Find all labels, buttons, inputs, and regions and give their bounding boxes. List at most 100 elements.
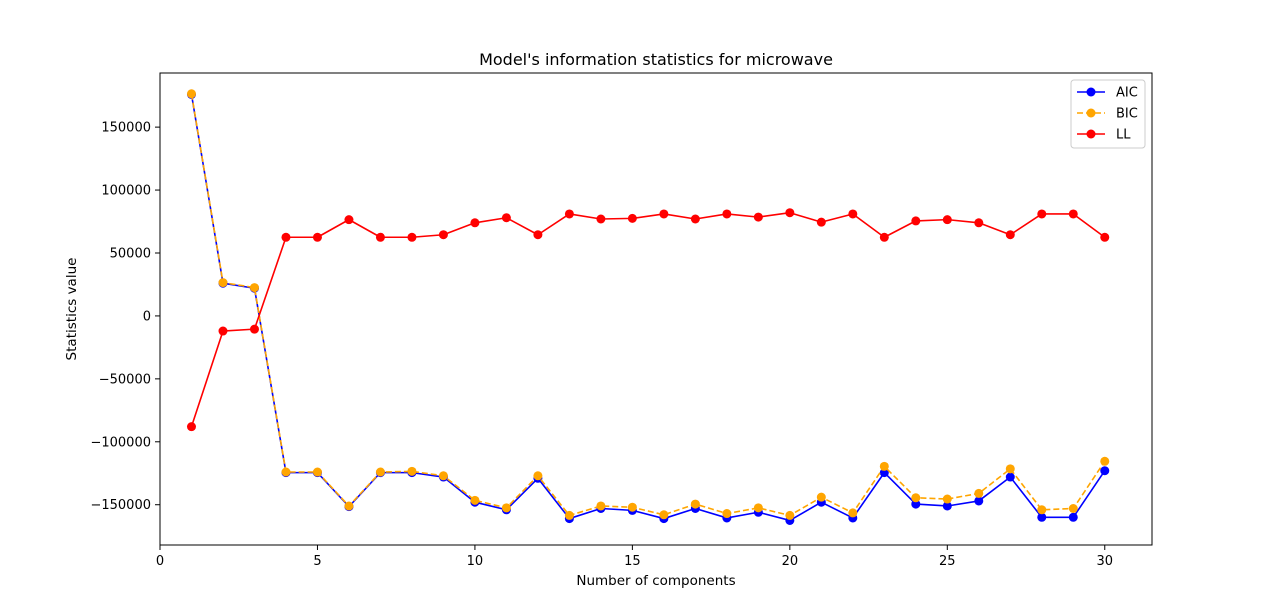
y-axis-label: Statistics value bbox=[64, 258, 80, 361]
data-point-bic bbox=[533, 471, 543, 481]
legend-item-bic: BIC bbox=[1077, 107, 1138, 122]
data-point-ll bbox=[470, 218, 480, 228]
x-tick-label: 10 bbox=[467, 554, 484, 569]
data-point-aic bbox=[1100, 466, 1110, 476]
data-point-ll bbox=[722, 209, 732, 219]
data-point-bic bbox=[1100, 456, 1110, 466]
data-point-ll bbox=[848, 209, 858, 219]
y-tick-label: 150000 bbox=[101, 121, 151, 136]
data-point-bic bbox=[1037, 505, 1047, 515]
data-point-bic bbox=[848, 508, 858, 518]
series-line-bic bbox=[190, 93, 1106, 517]
data-point-aic bbox=[911, 499, 921, 509]
y-tick-label: 0 bbox=[143, 309, 151, 324]
data-point-ll bbox=[375, 232, 385, 242]
legend-label: BIC bbox=[1116, 107, 1138, 122]
legend-label: LL bbox=[1116, 128, 1131, 143]
data-point-bic bbox=[501, 503, 511, 513]
data-point-ll bbox=[627, 213, 637, 223]
series-ll bbox=[186, 208, 1110, 432]
data-point-bic bbox=[407, 466, 417, 476]
data-point-bic bbox=[470, 495, 480, 505]
plot-frame bbox=[159, 72, 1153, 546]
x-tick-label: 5 bbox=[313, 554, 321, 569]
plot-area bbox=[159, 72, 1153, 546]
data-point-ll bbox=[659, 209, 669, 219]
data-point-bic bbox=[218, 278, 228, 288]
data-point-ll bbox=[281, 232, 291, 242]
data-point-bic bbox=[596, 501, 606, 511]
data-point-bic bbox=[627, 502, 637, 512]
data-point-aic bbox=[1068, 512, 1078, 522]
data-point-ll bbox=[785, 208, 795, 218]
legend-marker bbox=[1086, 108, 1096, 118]
data-point-bic bbox=[659, 510, 669, 520]
y-tick-label: −50000 bbox=[99, 372, 151, 387]
data-point-ll bbox=[816, 217, 826, 227]
data-point-bic bbox=[942, 494, 952, 504]
data-point-bic bbox=[785, 510, 795, 520]
data-point-bic bbox=[911, 493, 921, 503]
x-tick-label: 20 bbox=[782, 554, 799, 569]
x-tick-label: 15 bbox=[624, 554, 641, 569]
x-axis: 0 5 10 15 20 25 30 bbox=[156, 545, 1113, 569]
y-tick-label: −150000 bbox=[90, 498, 151, 513]
data-point-ll bbox=[344, 215, 354, 225]
data-point-bic bbox=[564, 510, 574, 520]
data-point-ll bbox=[596, 214, 606, 224]
data-point-aic bbox=[1005, 472, 1015, 482]
series-line-ll bbox=[190, 211, 1106, 427]
data-point-bic bbox=[249, 283, 259, 293]
data-point-ll bbox=[218, 326, 228, 336]
data-point-ll bbox=[942, 215, 952, 225]
y-tick-label: −100000 bbox=[90, 435, 151, 450]
data-point-ll bbox=[186, 422, 196, 432]
x-tick-label: 25 bbox=[939, 554, 956, 569]
series-bic bbox=[186, 89, 1110, 520]
data-point-ll bbox=[438, 230, 448, 240]
data-point-bic bbox=[1005, 464, 1015, 474]
data-point-ll bbox=[533, 230, 543, 240]
data-point-ll bbox=[911, 216, 921, 226]
data-point-ll bbox=[690, 214, 700, 224]
data-point-ll bbox=[753, 212, 763, 222]
data-point-ll bbox=[1100, 232, 1110, 242]
legend-item-ll: LL bbox=[1077, 128, 1131, 143]
legend-label: AIC bbox=[1116, 86, 1138, 101]
data-point-ll bbox=[407, 232, 417, 242]
data-point-bic bbox=[816, 492, 826, 502]
data-point-bic bbox=[186, 89, 196, 99]
x-tick-label: 0 bbox=[156, 554, 164, 569]
y-axis: −150000 −100000 −50000 0 50000 100000 150000 bbox=[90, 121, 160, 513]
data-point-ll bbox=[1068, 209, 1078, 219]
data-point-ll bbox=[249, 324, 259, 334]
data-point-bic bbox=[690, 499, 700, 509]
data-point-ll bbox=[501, 213, 511, 223]
legend-marker bbox=[1086, 129, 1096, 139]
data-point-ll bbox=[312, 232, 322, 242]
data-point-ll bbox=[1037, 209, 1047, 219]
data-point-bic bbox=[1068, 503, 1078, 513]
data-point-bic bbox=[344, 501, 354, 511]
data-point-bic bbox=[438, 471, 448, 481]
x-tick-label: 30 bbox=[1096, 554, 1113, 569]
data-point-bic bbox=[722, 509, 732, 519]
data-point-bic bbox=[974, 488, 984, 498]
y-tick-label: 100000 bbox=[101, 184, 151, 199]
data-point-ll bbox=[974, 218, 984, 228]
data-point-bic bbox=[281, 467, 291, 477]
data-point-aic bbox=[974, 496, 984, 506]
legend-item-aic: AIC bbox=[1077, 86, 1138, 101]
data-point-bic bbox=[375, 467, 385, 477]
x-axis-label: Number of components bbox=[576, 573, 735, 589]
data-point-bic bbox=[312, 467, 322, 477]
data-point-aic bbox=[942, 501, 952, 511]
data-point-aic bbox=[1037, 512, 1047, 522]
legend-marker bbox=[1086, 87, 1096, 97]
y-tick-label: 50000 bbox=[110, 246, 151, 261]
chart-title: Model's information statistics for micro… bbox=[479, 50, 833, 69]
data-point-ll bbox=[1005, 230, 1015, 240]
data-point-bic bbox=[879, 461, 889, 471]
series-layer bbox=[186, 89, 1110, 525]
